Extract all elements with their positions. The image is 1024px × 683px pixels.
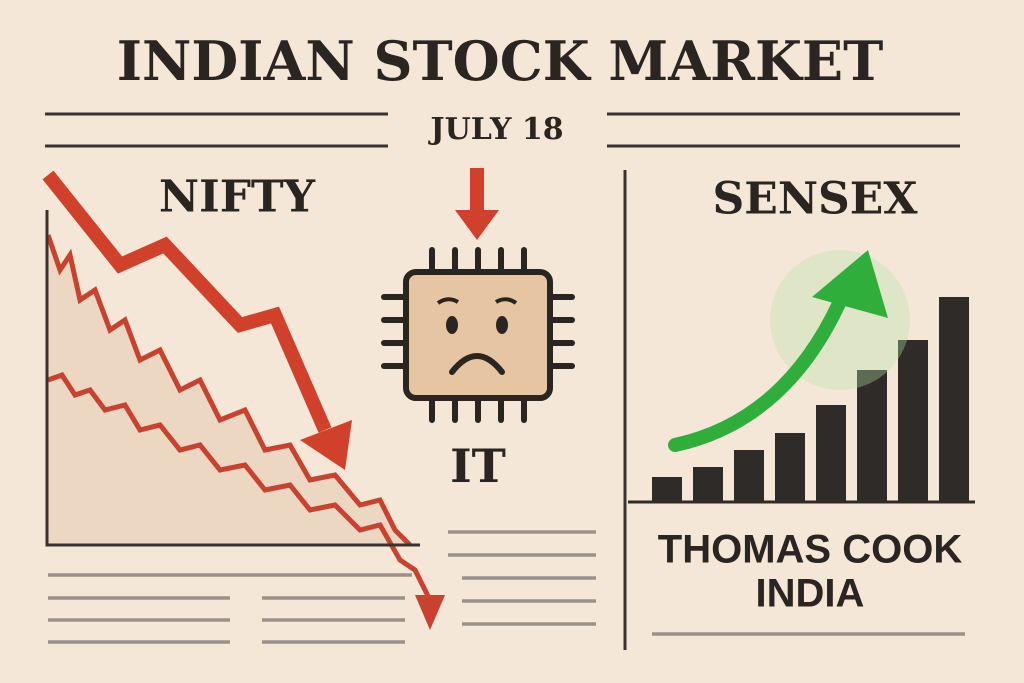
nifty-graphic [42,170,445,630]
sensex-label: SENSEX [713,174,919,225]
date: JULY 18 [427,112,563,147]
title: INDIAN STOCK MARKET [117,29,884,93]
header-rules [45,112,960,148]
sensex-bars [628,297,975,504]
sensex-arrow [668,250,910,452]
company-line-1: THOMAS COOK [658,528,963,572]
it-chip [381,168,575,423]
left-text-lines [48,573,412,644]
it-label: IT [450,439,506,493]
company-line-2: INDIA [756,572,865,616]
middle-text-lines [448,530,596,626]
nifty-label: NIFTY [159,172,316,223]
